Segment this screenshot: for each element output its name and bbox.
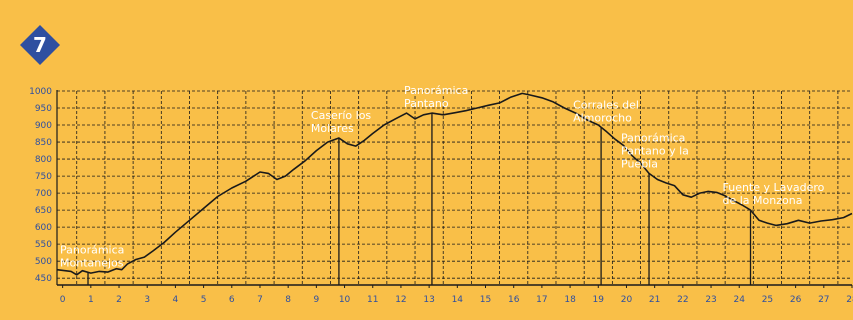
y-tick-label: 950 (35, 104, 52, 114)
poi-label: Caserío los Molares (311, 109, 372, 135)
y-tick-label: 650 (35, 206, 52, 216)
x-tick-label: 6 (229, 295, 235, 305)
x-tick-label: 27 (818, 295, 829, 305)
x-tick-label: 9 (313, 295, 319, 305)
poi-label: Fuente y Lavadero de la Monzona (723, 181, 825, 207)
y-tick-label: 800 (35, 155, 52, 165)
poi-label-line: Molares (311, 122, 354, 135)
x-tick-label: 11 (367, 295, 378, 305)
poi-label: Corrales del Almorocho (573, 98, 639, 124)
y-tick-label: 850 (35, 138, 52, 148)
series-layer (56, 92, 853, 276)
route-number-badge: 7 (19, 24, 61, 66)
x-tick-label: 16 (508, 295, 520, 305)
y-tick-label: 700 (35, 189, 52, 199)
x-tick-label: 4 (173, 295, 179, 305)
x-tick-label: 21 (649, 295, 660, 305)
x-tick-label: 1 (88, 295, 94, 305)
poi-label-line: Montanejos (60, 256, 124, 269)
poi-label: Panorámica Pantano y la Puebla (621, 131, 689, 170)
x-tick-label: 28 (846, 295, 853, 305)
y-tick-label: 900 (35, 121, 52, 131)
x-tick-label: 23 (705, 295, 716, 305)
poi-label-line: de la Monzona (723, 194, 803, 207)
poi-markers (87, 113, 752, 285)
poi-label: Panorámica Pantano (404, 84, 468, 110)
x-tick-label: 24 (734, 295, 746, 305)
elevation-line (56, 92, 853, 276)
poi-label-line: Pantano (404, 97, 449, 110)
x-tick-label: 25 (762, 295, 773, 305)
x-tick-label: 0 (60, 295, 66, 305)
x-tick-label: 20 (621, 295, 633, 305)
route-number: 7 (33, 33, 47, 57)
poi-label-line: Panorámica (60, 243, 124, 256)
poi-label-line: Corrales del (573, 98, 639, 111)
diamond-icon (20, 25, 60, 65)
x-tick-label: 8 (285, 295, 291, 305)
x-tick-label: 3 (144, 295, 150, 305)
y-tick-label: 550 (35, 240, 52, 250)
x-tick-label: 17 (536, 295, 547, 305)
x-tick-label: 18 (564, 295, 576, 305)
poi-label-line: Panorámica (404, 84, 468, 97)
y-tick-label: 750 (35, 172, 52, 182)
x-tick-label: 13 (423, 295, 434, 305)
x-tick-label: 19 (593, 295, 605, 305)
poi-label-line: Puebla (621, 157, 658, 170)
x-tick-label: 22 (677, 295, 688, 305)
x-tick-label: 5 (201, 295, 207, 305)
poi-label-line: Caserío los (311, 109, 372, 122)
x-tick-label: 12 (395, 295, 406, 305)
x-tick-label: 26 (790, 295, 802, 305)
chart-axes (56, 90, 853, 288)
x-tick-label: 10 (339, 295, 351, 305)
poi-label: Panorámica Montanejos (60, 243, 124, 269)
y-tick-label: 600 (35, 223, 52, 233)
chart-grid (57, 90, 852, 285)
poi-label-line: Panorámica (621, 131, 685, 144)
poi-label-line: Fuente y Lavadero (723, 181, 825, 194)
y-tick-label: 500 (35, 257, 52, 267)
y-tick-label: 450 (35, 274, 52, 284)
x-tick-label: 7 (257, 295, 263, 305)
poi-label-line: Pantano y la (621, 144, 689, 157)
x-tick-label: 2 (116, 295, 122, 305)
y-tick-label: 1000 (29, 87, 52, 97)
x-tick-label: 15 (480, 295, 491, 305)
x-tick-label: 14 (452, 295, 464, 305)
poi-label-line: Almorocho (573, 111, 632, 124)
